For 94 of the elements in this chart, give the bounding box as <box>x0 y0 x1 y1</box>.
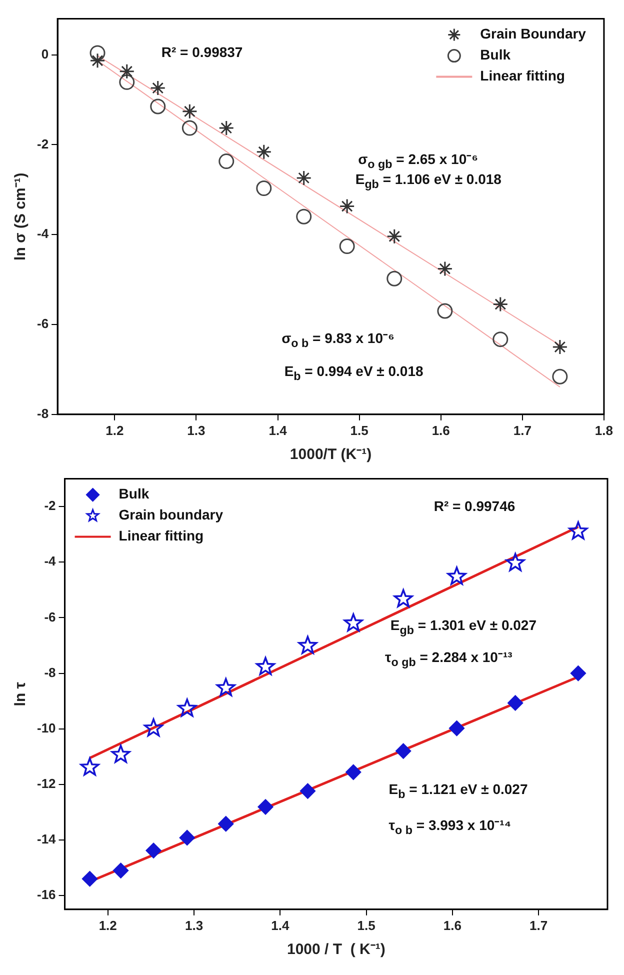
x-tick-label: 1.8 <box>594 422 614 438</box>
y-tick-label: -8 <box>44 664 56 680</box>
point <box>218 154 234 170</box>
annotation: E$_{gb}$ = 1.106 eV ± 0.018 <box>355 171 502 191</box>
annotation: E$_{b}$ = 0.994 eV ± 0.018 <box>284 362 424 383</box>
point <box>178 698 197 717</box>
y-axis-title: ln σ (S cm⁻¹) <box>12 172 30 260</box>
x-tick-label: 1.6 <box>443 918 462 933</box>
y-tick-label: -14 <box>36 832 57 847</box>
point <box>508 695 524 711</box>
x-tick-label: 1.4 <box>271 918 290 933</box>
point <box>82 871 98 887</box>
point <box>447 566 466 585</box>
point <box>396 743 412 759</box>
point <box>552 339 568 355</box>
point <box>150 98 166 114</box>
point <box>552 368 568 384</box>
point <box>339 238 355 254</box>
point <box>570 666 586 682</box>
y-tick-label: -16 <box>36 887 56 902</box>
x-tick-label: 1.4 <box>268 422 288 438</box>
point <box>386 228 402 244</box>
legend-label: Bulk <box>118 486 150 502</box>
point <box>346 764 362 780</box>
point <box>113 862 129 878</box>
point <box>150 80 166 96</box>
legend-label: Grain boundary <box>118 506 224 523</box>
x-tick-label: 1.7 <box>513 422 532 438</box>
point <box>492 332 508 348</box>
point <box>90 45 106 61</box>
point <box>437 261 453 276</box>
x-tick-label: 1.3 <box>184 918 204 933</box>
legend-label: Linear fitting <box>480 68 565 84</box>
point <box>179 830 195 846</box>
legend-label: Grain Boundary <box>480 26 586 42</box>
x-tick-label: 1.5 <box>350 422 368 438</box>
point <box>256 180 272 196</box>
point <box>218 816 234 832</box>
point <box>80 758 100 776</box>
point <box>296 208 312 224</box>
x-axis-title: 1000/T (K⁻¹) <box>290 446 372 464</box>
point <box>298 636 318 654</box>
y-tick-label: -6 <box>44 609 56 624</box>
point <box>437 303 453 319</box>
y-axis-title: ln τ <box>12 682 30 706</box>
point <box>258 799 274 815</box>
y-tick-label: -2 <box>44 498 56 514</box>
annotation: σ$_{o gb}$ = 2.65 x 10⁻⁶ <box>358 150 478 171</box>
point <box>256 656 275 676</box>
annotation: R² = 0.99837 <box>161 44 243 60</box>
x-axis-title: 1000 / T ( K⁻¹) <box>286 941 386 958</box>
point <box>386 270 402 286</box>
y-tick-label: -4 <box>44 554 57 569</box>
y-tick-label: -2 <box>36 136 49 152</box>
point <box>111 744 130 763</box>
x-tick-label: 1.7 <box>530 918 548 933</box>
point <box>506 553 525 572</box>
x-tick-label: 1.3 <box>187 422 206 438</box>
point <box>300 783 316 799</box>
legend-label: Linear fitting <box>118 528 204 544</box>
annotation: E$_{b}$ = 1.121 eV ± 0.027 <box>388 782 528 802</box>
point <box>394 589 413 608</box>
y-tick-label: 0 <box>41 46 49 62</box>
x-tick-label: 1.6 <box>432 422 450 438</box>
legend-label: Bulk <box>480 46 511 63</box>
point <box>146 842 162 858</box>
annotation: R² = 0.99746 <box>434 498 516 514</box>
x-tick-label: 1.2 <box>98 918 117 933</box>
point <box>182 104 198 120</box>
point <box>256 144 272 160</box>
point <box>296 170 312 186</box>
y-tick-label: -4 <box>36 226 50 242</box>
point <box>492 296 508 312</box>
x-tick-label: 1.2 <box>106 422 124 438</box>
point <box>119 74 135 90</box>
annotation: E$_{gb}$ = 1.301 eV ± 0.027 <box>390 617 536 638</box>
y-tick-label: -8 <box>36 406 49 421</box>
annotation: τ$_{o b}$ = 3.993 x 10⁻¹⁴ <box>388 816 512 838</box>
point <box>218 120 234 136</box>
annotation: τ$_{o gb}$ = 2.284 x 10⁻¹³ <box>384 648 512 670</box>
y-tick-label: -10 <box>36 720 56 736</box>
point <box>448 720 464 736</box>
point <box>144 718 163 736</box>
point <box>216 678 236 696</box>
annotation: σ$_{o b}$ = 9.83 x 10⁻⁶ <box>282 329 394 350</box>
y-tick-label: -12 <box>36 776 56 791</box>
point <box>344 613 363 632</box>
point <box>339 198 355 214</box>
point <box>182 120 198 136</box>
x-tick-label: 1.5 <box>357 918 376 933</box>
y-tick-label: -6 <box>36 316 49 332</box>
point <box>119 64 135 80</box>
point <box>568 521 588 540</box>
point <box>90 52 106 68</box>
